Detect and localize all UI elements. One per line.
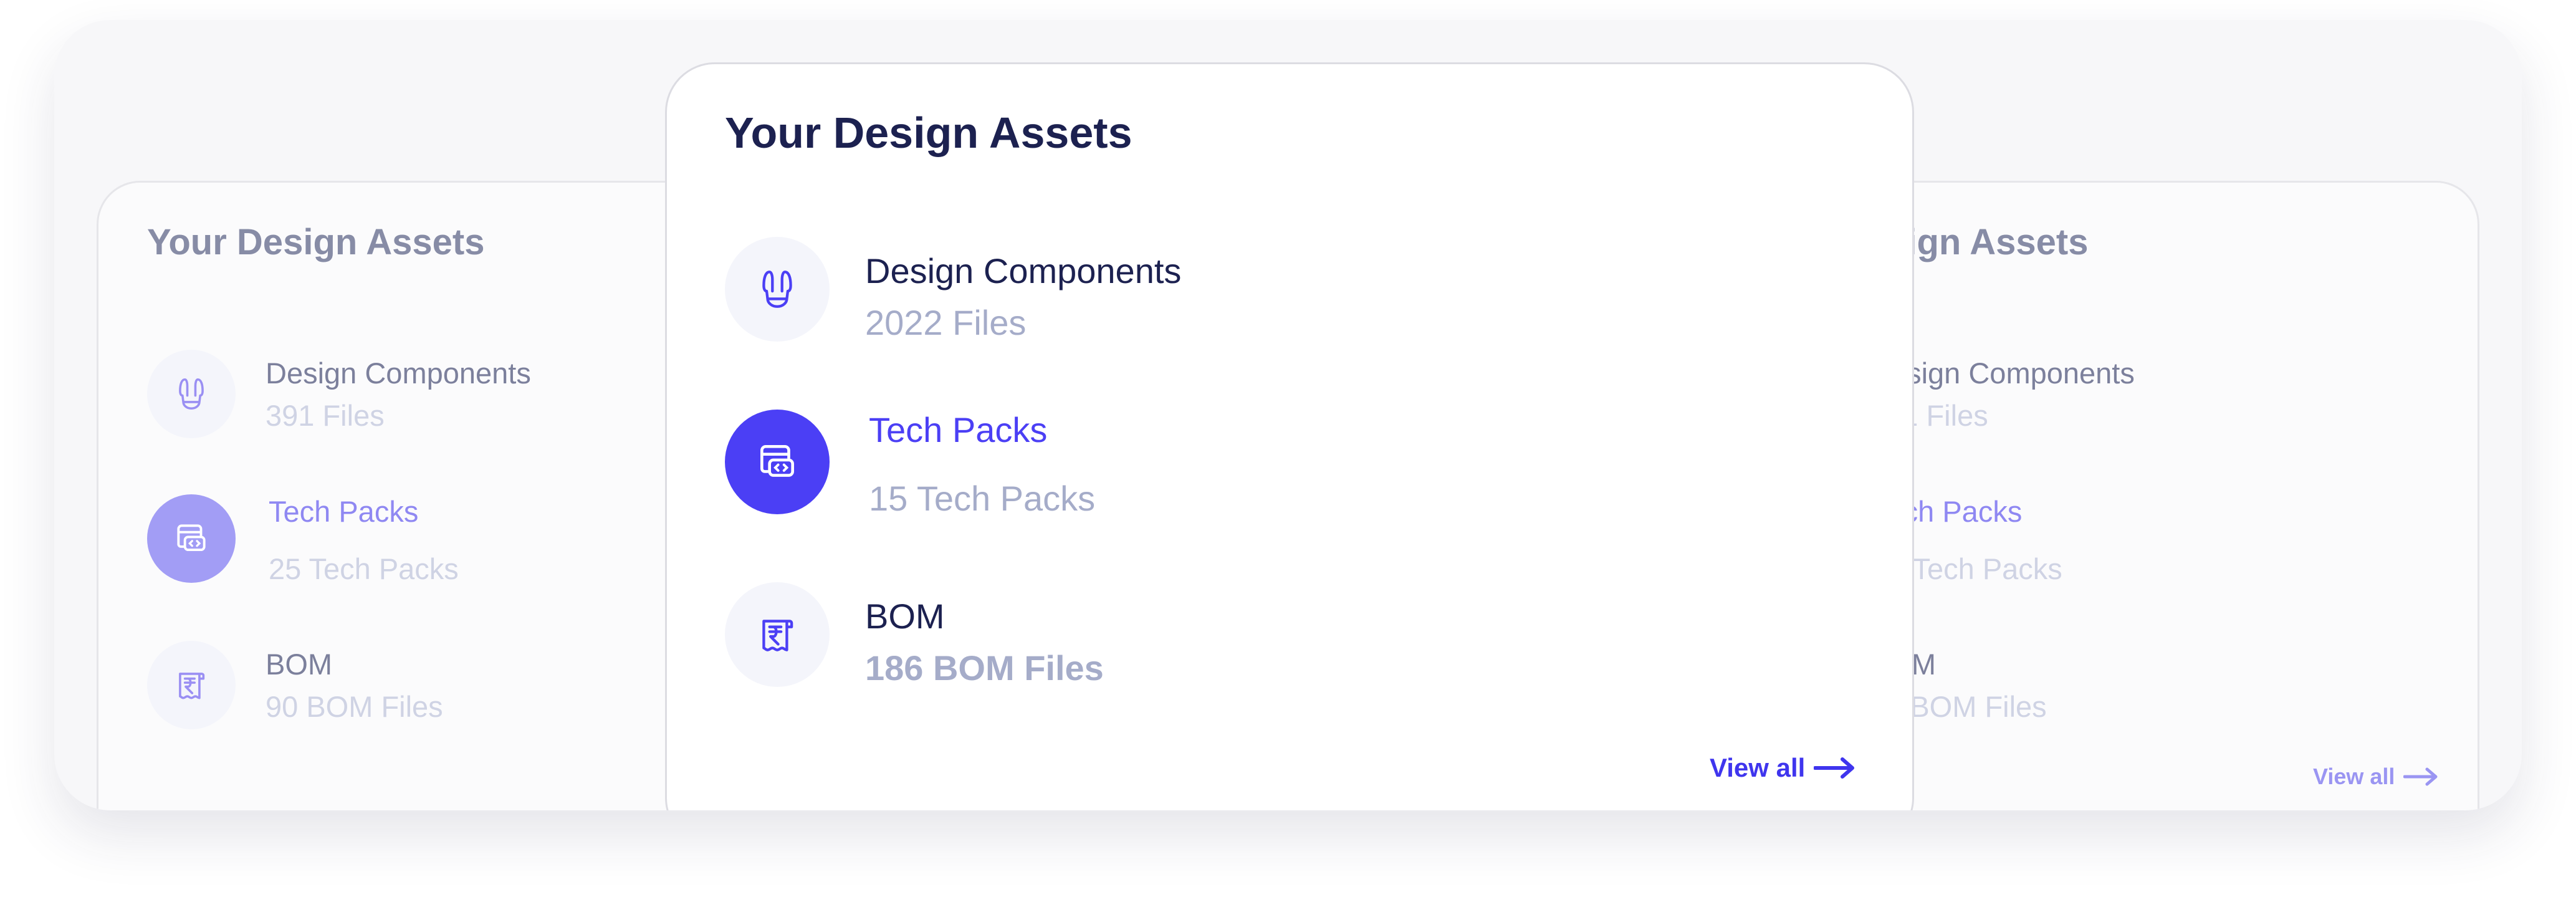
code-window-icon bbox=[725, 410, 830, 514]
item-count: 391 Files bbox=[266, 399, 385, 432]
item-count: 2022 Files bbox=[865, 303, 1027, 342]
item-count: 90 BOM Files bbox=[266, 690, 443, 723]
item-label: BOM bbox=[266, 648, 333, 681]
item-label: Tech Packs bbox=[869, 410, 1048, 449]
item-count: 15 Tech Packs bbox=[869, 479, 1096, 518]
item-count: 25 Tech Packs bbox=[269, 552, 459, 585]
design-assets-card: Your Design Assets Design Components 202… bbox=[665, 62, 1914, 810]
item-count: 186 BOM Files bbox=[865, 648, 1104, 688]
arrow-right-icon bbox=[2403, 767, 2438, 786]
view-all-link[interactable]: View all bbox=[2313, 764, 2438, 790]
item-label: Tech Packs bbox=[269, 495, 419, 528]
card-title: Your Design Assets bbox=[147, 222, 485, 262]
assets-carousel: Your Design Assets Design Components 391… bbox=[54, 20, 2522, 810]
rupee-receipt-icon bbox=[147, 641, 236, 729]
item-label: BOM bbox=[865, 597, 945, 636]
view-all-label: View all bbox=[2313, 764, 2395, 789]
card-title: Your Design Assets bbox=[725, 108, 1132, 157]
dress-icon bbox=[725, 237, 830, 342]
view-all-link[interactable]: View all bbox=[1710, 753, 1855, 783]
rupee-receipt-icon bbox=[725, 582, 830, 687]
dress-icon bbox=[147, 350, 236, 438]
item-label: Design Components bbox=[865, 251, 1182, 290]
arrow-right-icon bbox=[1814, 757, 1855, 779]
view-all-label: View all bbox=[1710, 753, 1806, 782]
code-window-icon bbox=[147, 494, 236, 583]
item-label: Design Components bbox=[266, 357, 531, 390]
